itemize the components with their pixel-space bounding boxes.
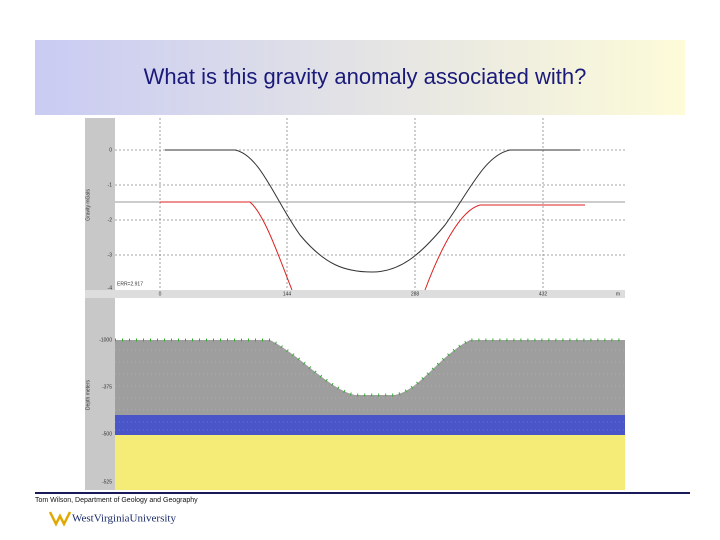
footer-logo: WestVirginiaUniversity [72,513,176,525]
axis-title: Depth meters [85,379,91,410]
y-label: -1 [108,182,113,188]
x-label: 432 [539,291,548,297]
hatching [115,349,625,431]
y-label: -3 [108,252,113,258]
axis-strip [85,118,115,298]
title-box [35,40,685,115]
gravity-plot [115,118,625,290]
axis-strip [85,298,115,490]
yellow-layer [115,435,625,490]
y-label: -500 [102,431,112,437]
y-label: -525 [102,479,112,485]
x-strip [85,290,625,298]
x-label: 0 [159,291,162,297]
sediment-body [115,340,625,415]
error-label: ERR=2.917 [117,281,143,287]
x-label: 144 [283,291,292,297]
x-label: 288 [411,291,420,297]
slide-title: What is this gravity anomaly associated … [144,64,587,89]
blue-layer [115,415,625,435]
footer-credit: Tom Wilson, Department of Geology and Ge… [35,497,198,504]
y-label: 0 [109,147,112,153]
y-label: -1000 [99,337,112,343]
y-label: -2 [108,217,113,223]
observed-curve [165,149,580,273]
y-label: -4 [108,285,113,291]
axis-title: Gravity mGals [85,189,91,221]
calculated-curve [160,201,585,291]
x-label: m [616,291,620,297]
logo-mark [48,511,72,527]
y-label: -375 [102,384,112,390]
